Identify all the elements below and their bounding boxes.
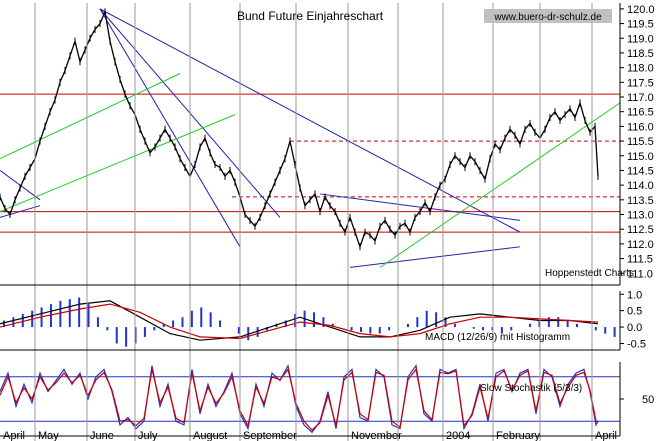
trendline-7 bbox=[0, 73, 181, 160]
price-ytick-label-7: 114.5 bbox=[627, 165, 654, 177]
x-month-label-4: August bbox=[193, 430, 227, 441]
macd-label: MACD (12/26/9) mit Histogramm bbox=[425, 332, 570, 343]
x-month-label-3: July bbox=[138, 430, 158, 441]
watermark-background bbox=[484, 9, 612, 23]
macd-panel: -0.5 0.0 0.5 1.0 bbox=[0, 289, 646, 350]
trendline-6 bbox=[0, 205, 41, 218]
price-ytick-label-0: 111.0 bbox=[627, 268, 653, 280]
price-ytick-label-3: 112.5 bbox=[627, 224, 654, 236]
price-ytick-label-1: 111.5 bbox=[627, 254, 653, 266]
price-ytick-label-10: 116.0 bbox=[627, 121, 654, 133]
trendline-2 bbox=[99, 8, 521, 233]
x-month-label-6: November bbox=[351, 430, 402, 441]
macd-line-1 bbox=[0, 303, 599, 340]
stoch-ytick-label-0: 50 bbox=[642, 394, 654, 406]
price-ytick-label-8: 115.0 bbox=[627, 151, 654, 163]
macd-ytick-label-0: -0.5 bbox=[627, 338, 646, 350]
trendline-9 bbox=[379, 102, 621, 268]
trendline-8 bbox=[0, 114, 236, 213]
chart-title: Bund Future Einjahreschart bbox=[237, 9, 384, 23]
watermark: www.buero-dr-schulz.de bbox=[493, 12, 602, 23]
price-panel: 111.0 111.5 112.0 112.5 113.0 113.5 114.0 114.5… bbox=[0, 4, 655, 280]
price-ytick-label-9: 115.5 bbox=[627, 136, 654, 148]
price-ytick-label-13: 117.5 bbox=[627, 77, 654, 89]
trendline-3 bbox=[319, 193, 521, 221]
price-ytick-label-16: 119.0 bbox=[627, 33, 654, 45]
price-ytick-label-4: 113.0 bbox=[627, 210, 654, 222]
x-month-label-1: May bbox=[38, 430, 59, 441]
price-ytick-label-12: 117.0 bbox=[627, 92, 654, 104]
x-axis: April May June July August September November 2… bbox=[0, 3, 621, 441]
price-ytick-label-17: 119.5 bbox=[627, 19, 654, 31]
macd-ytick-label-2: 0.5 bbox=[627, 306, 642, 318]
x-month-label-8: February bbox=[496, 430, 541, 441]
x-month-label-7: 2004 bbox=[446, 430, 470, 441]
price-ytick-label-18: 120.0 bbox=[627, 4, 655, 16]
trendline-4 bbox=[349, 246, 521, 268]
x-month-label-5: September bbox=[243, 430, 297, 441]
x-month-label-2: June bbox=[90, 430, 114, 441]
price-ytick-label-14: 118.0 bbox=[627, 63, 654, 75]
price-ytick-label-2: 112.0 bbox=[627, 239, 654, 251]
x-month-label-0: April bbox=[3, 430, 25, 441]
macd-ytick-label-3: 1.0 bbox=[627, 289, 642, 301]
stoch-line-1 bbox=[0, 367, 599, 431]
price-ytick-label-5: 113.5 bbox=[627, 195, 654, 207]
trendline-0 bbox=[99, 8, 241, 248]
price-ytick-label-6: 114.0 bbox=[627, 180, 654, 192]
price-ytick-label-15: 118.5 bbox=[627, 48, 654, 60]
price-ytick-label-11: 116.5 bbox=[627, 107, 654, 119]
stochastic-panel: 50 bbox=[0, 363, 654, 434]
macd-ytick-label-1: 0.0 bbox=[627, 322, 642, 334]
source-label: Hoppenstedt Charts bbox=[545, 268, 634, 279]
x-month-label-9: April bbox=[595, 430, 617, 441]
stochastic-label: Slow Stochastik (5/3/3) bbox=[480, 383, 582, 394]
